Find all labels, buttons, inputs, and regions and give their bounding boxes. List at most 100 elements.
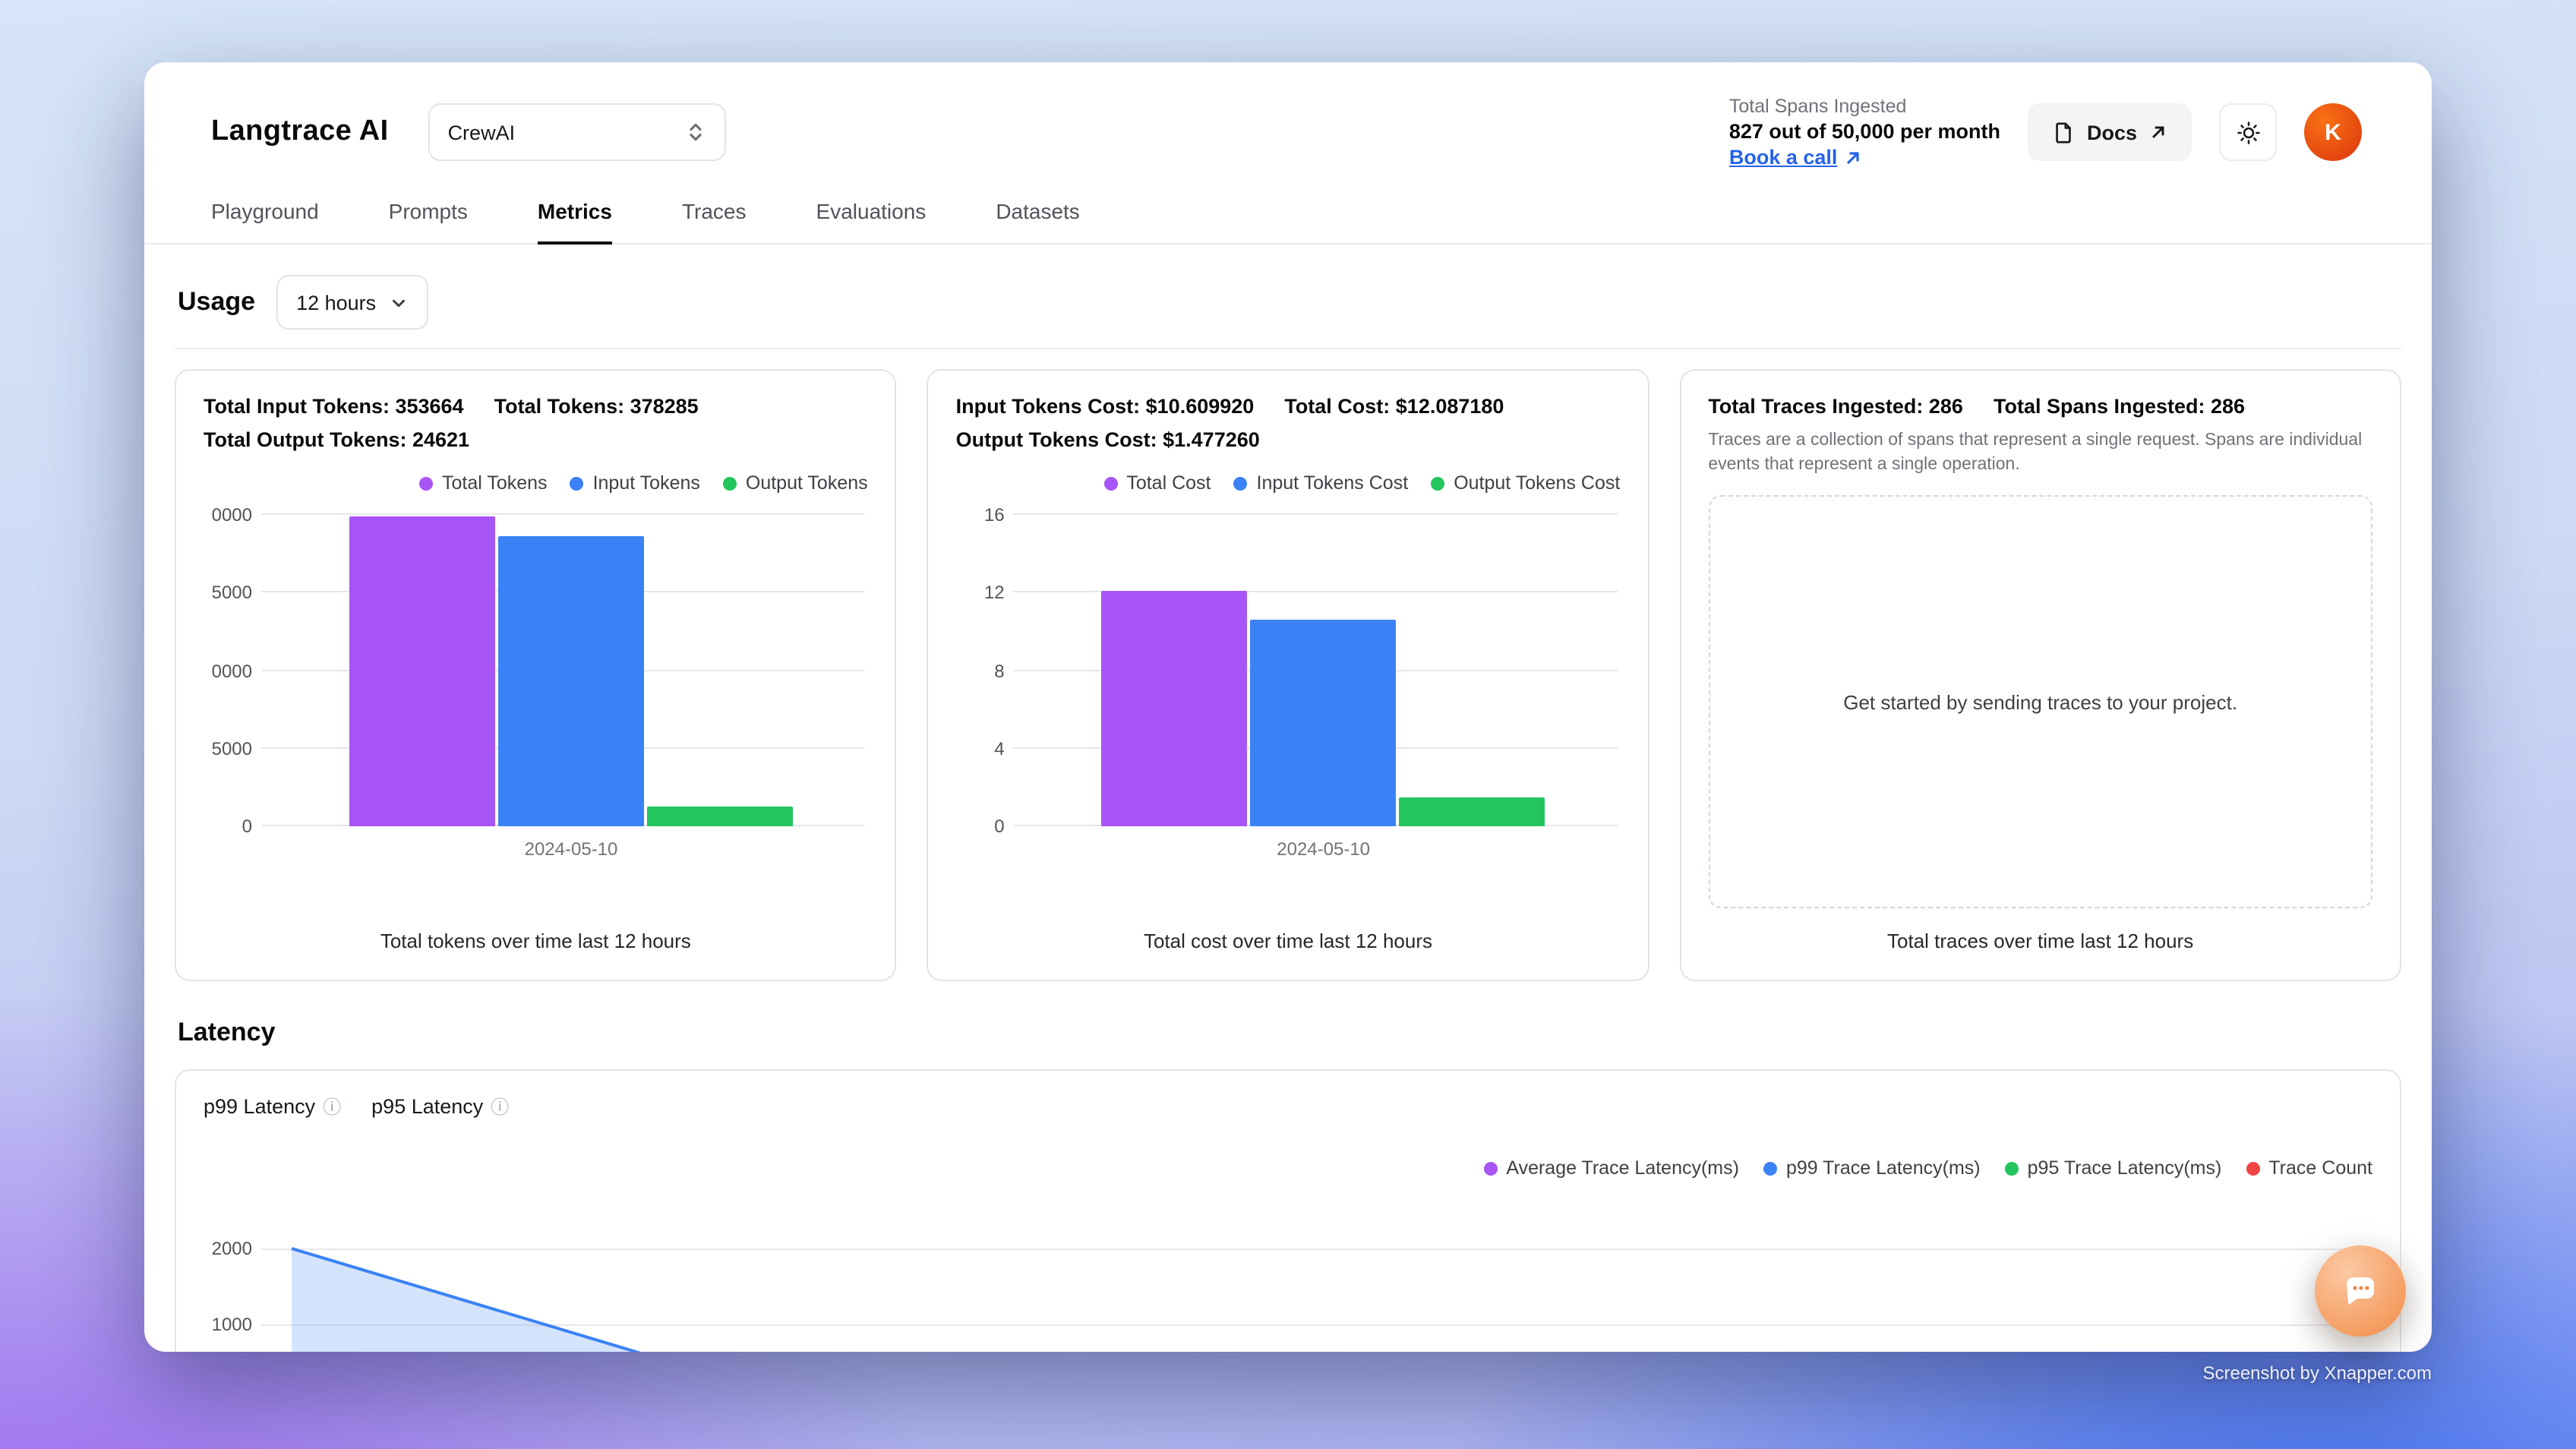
bar-group [1101,515,1545,826]
cost-x-axis: 2024-05-10 [1014,838,1618,866]
tab-prompts[interactable]: Prompts [388,199,468,223]
latency-section-header: Latency [175,1018,2401,1048]
gridline [1013,591,1618,593]
cost-chart-caption: Total cost over time last 12 hours [1143,930,1432,952]
tokens-x-axis: 2024-05-10 [261,838,865,866]
usage-cards-row: Total Input Tokens: 353664 Total Tokens:… [175,369,2401,981]
external-arrow-icon [2149,123,2167,141]
main-nav-tabs: Playground Prompts Metrics Traces Evalua… [144,199,2432,245]
latency-metric-toggles: p99 Latency ⓘ p95 Latency ⓘ [204,1095,2372,1118]
stat-input-tokens-cost: Input Tokens Cost: $10.609920 [955,395,1255,418]
tab-metrics[interactable]: Metrics [537,199,613,245]
tab-evaluations[interactable]: Evaluations [816,199,927,223]
y-axis-tick: 16 [983,504,1005,526]
bar-input-tokens-cost [1250,620,1397,826]
chat-bubble-icon [2339,1270,2382,1312]
latency-y-tick: 1000 [211,1314,252,1335]
chevron-down-icon [388,292,408,312]
external-arrow-icon [1843,148,1861,166]
stat-total-cost: Total Cost: $12.087180 [1284,395,1504,418]
y-axis-tick: 12 [983,582,1005,604]
stat-output-tokens-cost: Output Tokens Cost: $1.477260 [955,428,1260,451]
legend-dot [2004,1161,2019,1175]
latency-line-chart [291,1247,642,1352]
legend-dot [2246,1161,2260,1175]
spans-ingested-value: 827 out of 50,000 per month [1728,120,2000,143]
latency-y-tick: 2000 [211,1238,252,1259]
stat-total-input-tokens: Total Input Tokens: 353664 [204,395,464,418]
chat-widget-button[interactable] [2315,1245,2406,1337]
header-right-cluster: Total Spans Ingested 827 out of 50,000 p… [1729,96,2362,169]
stat-total-spans-ingested: Total Spans Ingested: 286 [1993,395,2246,418]
legend-dot [722,476,737,490]
chevrons-up-down-icon [685,122,706,143]
tokens-chart: 0 5000 0000 5000 0000 2024-05-10 [212,504,865,866]
tab-traces[interactable]: Traces [681,199,747,223]
tab-datasets[interactable]: Datasets [996,199,1080,223]
legend-average-trace-latency: Average Trace Latency(ms) [1483,1157,1739,1179]
gridline [1013,513,1618,515]
legend-output-tokens: Output Tokens [722,472,868,494]
document-icon [2052,121,2075,144]
usage-divider [175,348,2401,349]
y-axis-tick: 0 [242,816,252,837]
brand-logo: Langtrace AI [211,115,389,147]
x-tick-date: 2024-05-10 [1277,838,1371,860]
info-icon: ⓘ [323,1096,342,1117]
info-icon: ⓘ [491,1096,510,1117]
theme-toggle-button[interactable] [2219,103,2277,161]
bar-total-tokens [349,516,495,826]
p95-latency-toggle[interactable]: p95 Latency ⓘ [371,1095,510,1118]
usage-range-selector[interactable]: 12 hours [276,275,428,330]
tokens-plot-area: 0 5000 0000 5000 0000 [212,504,865,837]
usage-title: Usage [178,287,256,316]
spans-ingested-label: Total Spans Ingested [1728,96,1907,117]
p99-latency-toggle[interactable]: p99 Latency ⓘ [204,1095,342,1118]
app-header: Langtrace AI CrewAI Total Spans Ingested… [144,62,2432,169]
y-axis-tick: 5000 [211,582,252,604]
total-cost-card: Input Tokens Cost: $10.609920 Total Cost… [927,369,1649,981]
y-axis-tick: 0 [994,816,1005,837]
latency-gridline [261,1249,2372,1250]
latency-card: p99 Latency ⓘ p95 Latency ⓘ Average Trac… [175,1069,2401,1352]
legend-dot [1431,476,1445,490]
legend-input-tokens-cost: Input Tokens Cost [1233,472,1408,494]
legend-dot [1103,476,1118,490]
app-window: Langtrace AI CrewAI Total Spans Ingested… [144,62,2432,1352]
project-selector[interactable]: CrewAI [428,103,726,161]
legend-p99-trace-latency: p99 Trace Latency(ms) [1763,1157,1981,1179]
legend-dot [570,476,584,490]
bar-output-tokens [647,806,793,826]
bar-output-tokens-cost [1399,797,1545,826]
latency-legend: Average Trace Latency(ms) p99 Trace Late… [204,1157,2372,1179]
y-axis-tick: 0000 [211,660,252,681]
bar-total-cost [1101,591,1248,826]
y-axis-tick: 8 [994,660,1005,681]
x-tick-date: 2024-05-10 [524,838,618,860]
traces-chart-caption: Total traces over time last 12 hours [1887,930,2194,952]
tab-playground[interactable]: Playground [211,199,319,223]
bar-group [349,515,793,826]
stat-total-tokens: Total Tokens: 378285 [494,395,699,418]
project-selector-value: CrewAI [447,121,516,144]
y-axis-tick: 4 [994,737,1005,759]
book-a-call-link[interactable]: Book a call [1729,146,2000,169]
traces-description: Traces are a collection of spans that re… [1708,431,2363,474]
cost-chart: 0 4 8 12 16 2024-05-10 [984,504,1618,866]
tokens-chart-caption: Total tokens over time last 12 hours [380,930,691,952]
traces-empty-state: Get started by sending traces to your pr… [1708,495,2372,908]
y-axis-tick: 5000 [211,737,252,759]
docs-button[interactable]: Docs [2027,103,2192,161]
user-avatar[interactable]: K [2304,103,2362,161]
latency-gridline [261,1324,2372,1326]
bar-input-tokens [498,536,644,826]
latency-plot-area: 2000 1000 [212,1197,2372,1352]
usage-section-header: Usage 12 hours [175,275,2401,330]
y-axis-tick: 0000 [211,504,252,526]
screenshot-watermark: Screenshot by Xnapper.com [2202,1362,2432,1384]
cost-plot-area: 0 4 8 12 16 [984,504,1618,837]
legend-trace-count: Trace Count [2246,1157,2372,1179]
legend-total-tokens: Total Tokens [419,472,548,494]
spans-usage-summary: Total Spans Ingested 827 out of 50,000 p… [1729,96,2000,169]
